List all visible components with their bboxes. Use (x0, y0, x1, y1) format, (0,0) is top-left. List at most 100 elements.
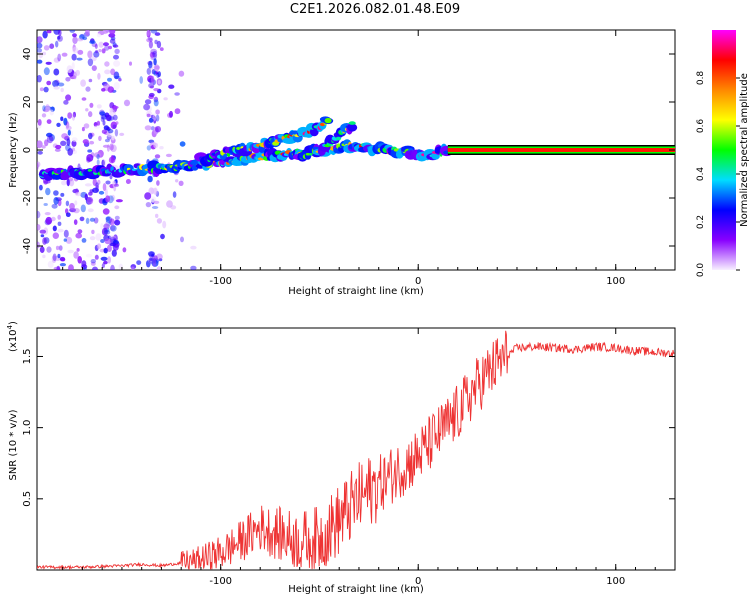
noise-speckle (39, 229, 47, 234)
noise-speckle (147, 175, 153, 183)
noise-speckle (88, 132, 93, 140)
noise-speckle (169, 110, 173, 118)
y-tick-label: 1.5 (22, 349, 33, 365)
noise-speckle (96, 104, 102, 109)
noise-speckle (66, 138, 71, 147)
noise-speckle (42, 254, 46, 259)
noise-speckle (159, 146, 164, 150)
noise-speckle (42, 105, 46, 112)
colorbar-label: Normalized spectral amplitude (739, 73, 750, 227)
noise-speckle (113, 71, 120, 80)
noise-speckle (86, 154, 94, 162)
noise-speckle (89, 102, 94, 108)
noise-speckle (53, 190, 59, 196)
noise-speckle (155, 190, 160, 197)
colorbar-tick-label: 0.8 (696, 71, 706, 86)
noise-speckle (63, 117, 68, 126)
track-blob (309, 153, 313, 156)
x-tick-label: -100 (209, 576, 232, 587)
noise-speckle (79, 216, 85, 222)
noise-speckle (102, 119, 106, 126)
noise-speckle (96, 33, 101, 38)
noise-speckle (145, 202, 152, 208)
colorbar-tick-label: 0.0 (696, 263, 706, 278)
noise-speckle (110, 144, 117, 153)
noise-speckle (95, 49, 99, 54)
noise-speckle (150, 114, 155, 119)
noise-speckle (80, 204, 86, 213)
noise-speckle (178, 70, 185, 77)
noise-speckle (49, 43, 55, 49)
noise-speckle (93, 122, 98, 127)
noise-speckle (83, 267, 87, 270)
track-halo (347, 123, 358, 132)
noise-speckle (42, 30, 48, 39)
noise-speckle (94, 43, 98, 49)
noise-speckle (83, 123, 90, 129)
noise-speckle (150, 196, 157, 203)
noise-speckle (57, 253, 61, 259)
noise-speckle (85, 30, 90, 36)
noise-speckle (73, 207, 80, 214)
noise-speckle (72, 111, 76, 118)
noise-speckle (168, 84, 175, 89)
noise-speckle (146, 30, 151, 38)
noise-speckle (46, 246, 52, 253)
noise-speckle (45, 187, 51, 196)
noise-speckle (105, 180, 111, 185)
noise-speckle (75, 232, 82, 239)
noise-speckle (174, 92, 180, 96)
noise-speckle (110, 68, 116, 76)
noise-speckle (154, 32, 161, 36)
noise-speckle (114, 205, 120, 210)
noise-speckle (102, 159, 107, 166)
noise-speckle (159, 47, 164, 51)
noise-speckle (47, 260, 54, 268)
noise-speckle (89, 236, 96, 241)
noise-speckle (139, 76, 143, 84)
noise-speckle (115, 199, 123, 203)
noise-speckle (165, 153, 172, 158)
noise-speckle (81, 126, 85, 132)
colorbar-gradient (712, 30, 736, 270)
noise-speckle (37, 48, 43, 53)
noise-speckle (147, 251, 155, 257)
noise-speckle (95, 233, 102, 241)
noise-speckle (63, 229, 69, 238)
noise-speckle (52, 253, 57, 262)
noise-speckle (114, 219, 121, 226)
noise-speckle (166, 200, 173, 208)
y-tick-label: 1.0 (22, 420, 33, 436)
noise-speckle (85, 253, 92, 258)
noise-speckle (101, 159, 105, 167)
noise-speckle (100, 256, 108, 261)
noise-speckle (55, 40, 59, 48)
noise-speckle (43, 180, 51, 184)
noise-speckle (136, 260, 142, 265)
noise-speckle (103, 229, 111, 235)
carrier-core (447, 148, 675, 152)
noise-speckle (94, 254, 99, 260)
x-tick-label: -100 (209, 276, 232, 287)
noise-speckle (156, 218, 162, 224)
noise-speckle (107, 128, 114, 134)
noise-speckle (53, 68, 60, 76)
noise-speckle (100, 223, 104, 230)
noise-speckle (110, 121, 118, 130)
noise-speckle (150, 48, 158, 55)
noise-speckle (96, 154, 100, 160)
noise-speckle (65, 94, 72, 101)
noise-speckle (61, 180, 67, 186)
noise-speckle (107, 256, 111, 264)
colorbar-tick-label: 0.6 (696, 119, 706, 134)
noise-speckle (90, 259, 97, 264)
noise-speckle (103, 223, 110, 230)
noise-speckle (67, 129, 71, 136)
noise-speckle (156, 266, 162, 270)
noise-speckle (66, 178, 70, 187)
noise-speckle (65, 212, 71, 217)
noise-speckle (96, 243, 102, 250)
noise-speckle (68, 264, 74, 270)
noise-speckle (110, 225, 117, 232)
noise-speckle (63, 100, 69, 105)
